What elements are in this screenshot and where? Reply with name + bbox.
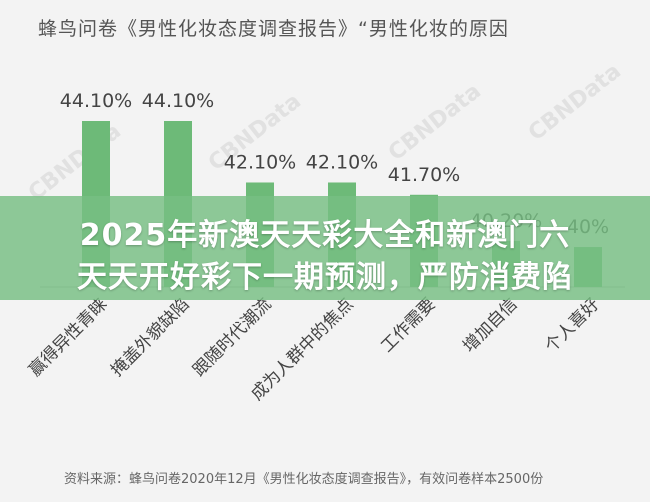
- chart-title: 蜂鸟问卷《男性化妆态度调查报告》“男性化妆的原因: [38, 18, 509, 40]
- source-note: 资料来源：蜂鸟问卷2020年12月《男性化妆态度调查报告》，有效问卷样本2500…: [64, 472, 544, 487]
- data-label: 42.10%: [306, 151, 378, 173]
- category-label: 跟随时代潮流: [189, 294, 275, 380]
- data-label: 44.10%: [60, 90, 132, 112]
- data-label: 42.10%: [224, 151, 296, 173]
- banner-line-2: 天天开好彩下一期预测，严防消费陷: [77, 260, 573, 295]
- data-label: 44.10%: [142, 90, 214, 112]
- category-label: 增加自信: [459, 294, 521, 356]
- banner-line-1: 2025年新澳天天彩大全和新澳门六: [79, 218, 571, 253]
- data-label: 41.70%: [388, 164, 460, 186]
- overlay-banner: 2025年新澳天天彩大全和新澳门六 天天开好彩下一期预测，严防消费陷: [0, 196, 650, 300]
- category-label: 掩盖外貌缺陷: [107, 294, 193, 380]
- category-label: 工作需要: [377, 294, 439, 356]
- category-label: 个人喜好: [541, 294, 603, 356]
- category-label: 赢得异性青睐: [25, 294, 111, 380]
